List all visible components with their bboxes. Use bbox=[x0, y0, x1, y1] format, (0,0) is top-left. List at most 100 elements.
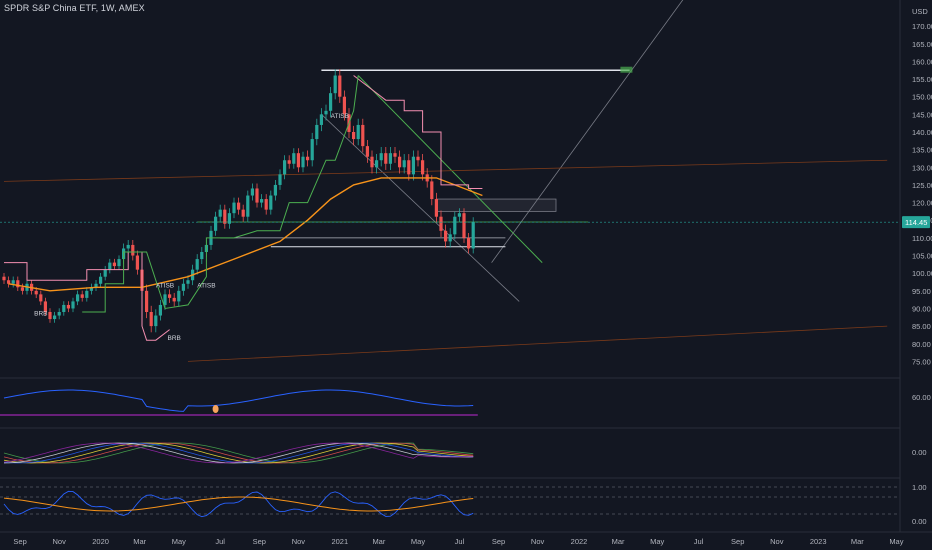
time-tick-label: May bbox=[411, 537, 425, 546]
candle-body bbox=[370, 156, 374, 168]
candle-body bbox=[181, 283, 185, 291]
time-tick-label: Mar bbox=[372, 537, 385, 546]
candle-body bbox=[416, 156, 420, 161]
time-tick-label: May bbox=[889, 537, 903, 546]
candle-body bbox=[453, 216, 457, 235]
trend-line bbox=[187, 325, 888, 362]
candle-body bbox=[154, 315, 158, 327]
candle-body bbox=[126, 244, 130, 249]
candle-body bbox=[342, 96, 346, 115]
candle-body bbox=[324, 110, 328, 115]
candle-body bbox=[273, 184, 277, 196]
candle-body bbox=[393, 153, 397, 157]
candle-body bbox=[241, 209, 245, 217]
candle-body bbox=[62, 304, 66, 312]
price-tick-label: 170.00 bbox=[912, 22, 932, 31]
oscillator-line bbox=[3, 442, 474, 464]
candle-body bbox=[237, 202, 241, 210]
candle-body bbox=[200, 252, 204, 260]
zone-box bbox=[435, 198, 557, 212]
candle-body bbox=[301, 156, 305, 168]
time-tick-label: Mar bbox=[612, 537, 625, 546]
symbol-title[interactable]: SPDR S&P China ETF, 1W, AMEX bbox=[4, 3, 145, 13]
candle-body bbox=[471, 222, 475, 249]
pane3-tick: 0.00 bbox=[912, 517, 927, 526]
candle-body bbox=[34, 290, 38, 295]
candle-body bbox=[407, 160, 411, 175]
time-tick-label: Jul bbox=[215, 537, 225, 546]
time-tick-label: Nov bbox=[292, 537, 306, 546]
price-tick-label: 165.00 bbox=[912, 40, 932, 49]
time-tick-label: Sep bbox=[13, 537, 26, 546]
candle-body bbox=[315, 124, 319, 140]
oscillator-line bbox=[3, 442, 474, 464]
candle-body bbox=[85, 290, 89, 298]
candle-body bbox=[338, 75, 342, 97]
time-tick-label: May bbox=[172, 537, 186, 546]
candle-body bbox=[319, 114, 323, 125]
candle-body bbox=[108, 262, 112, 270]
price-tick-label: 110.00 bbox=[912, 234, 932, 243]
candle-body bbox=[94, 283, 98, 288]
candle-body bbox=[384, 153, 388, 164]
candle-body bbox=[278, 174, 282, 185]
candle-body bbox=[287, 160, 291, 164]
candle-body bbox=[39, 294, 43, 302]
price-tick-label: 85.00 bbox=[912, 322, 931, 331]
candle-body bbox=[76, 294, 80, 302]
candle-body bbox=[283, 160, 287, 175]
trend-line bbox=[491, 0, 684, 263]
trend-line bbox=[3, 159, 888, 182]
candle-body bbox=[135, 255, 139, 270]
candle-body bbox=[43, 301, 47, 312]
oscillator-line bbox=[3, 442, 474, 464]
trend-line bbox=[357, 75, 543, 263]
candle-body bbox=[439, 216, 443, 231]
candle-body bbox=[223, 209, 227, 224]
candle-body bbox=[462, 213, 466, 238]
candle-body bbox=[292, 153, 296, 164]
indicator-dot bbox=[212, 405, 219, 413]
series-trailing-stop-pink-2 bbox=[353, 75, 483, 189]
signal-label: ATISB bbox=[197, 282, 215, 289]
candle-body bbox=[379, 153, 383, 161]
candle-body bbox=[16, 280, 20, 288]
candle-body bbox=[2, 276, 6, 281]
candle-body bbox=[467, 237, 471, 249]
price-tick-label: 145.00 bbox=[912, 110, 932, 119]
price-tick-label: 90.00 bbox=[912, 304, 931, 313]
price-tick-label: 120.00 bbox=[912, 199, 932, 208]
candle-body bbox=[20, 287, 24, 291]
candle-body bbox=[333, 75, 337, 94]
candle-body bbox=[186, 280, 190, 284]
candle-body bbox=[398, 156, 402, 168]
time-tick-label: Sep bbox=[492, 537, 505, 546]
series-ema bbox=[8, 177, 483, 292]
time-tick-label: Sep bbox=[731, 537, 744, 546]
candle-body bbox=[66, 304, 70, 309]
pane3-tick: 1.00 bbox=[912, 483, 927, 492]
candle-body bbox=[356, 124, 360, 140]
candle-body bbox=[99, 276, 103, 284]
candle-body bbox=[421, 160, 425, 175]
time-tick-label: 2020 bbox=[92, 537, 109, 546]
candle-body bbox=[117, 259, 121, 267]
pane3-slow-line bbox=[3, 496, 474, 512]
time-tick-label: Jul bbox=[455, 537, 465, 546]
price-tick-label: 150.00 bbox=[912, 93, 932, 102]
price-tick-label: 125.00 bbox=[912, 181, 932, 190]
time-tick-label: Jul bbox=[694, 537, 704, 546]
candle-body bbox=[57, 312, 61, 316]
oscillator-line bbox=[3, 442, 474, 464]
candle-body bbox=[7, 280, 11, 284]
price-tick-label: 160.00 bbox=[912, 57, 932, 66]
candle-body bbox=[89, 287, 93, 291]
candle-body bbox=[411, 156, 415, 175]
price-tick-label: 80.00 bbox=[912, 340, 931, 349]
candle-body bbox=[434, 199, 438, 217]
price-tick-label: 130.00 bbox=[912, 163, 932, 172]
candle-body bbox=[218, 209, 222, 217]
price-tick-label: 75.00 bbox=[912, 357, 931, 366]
